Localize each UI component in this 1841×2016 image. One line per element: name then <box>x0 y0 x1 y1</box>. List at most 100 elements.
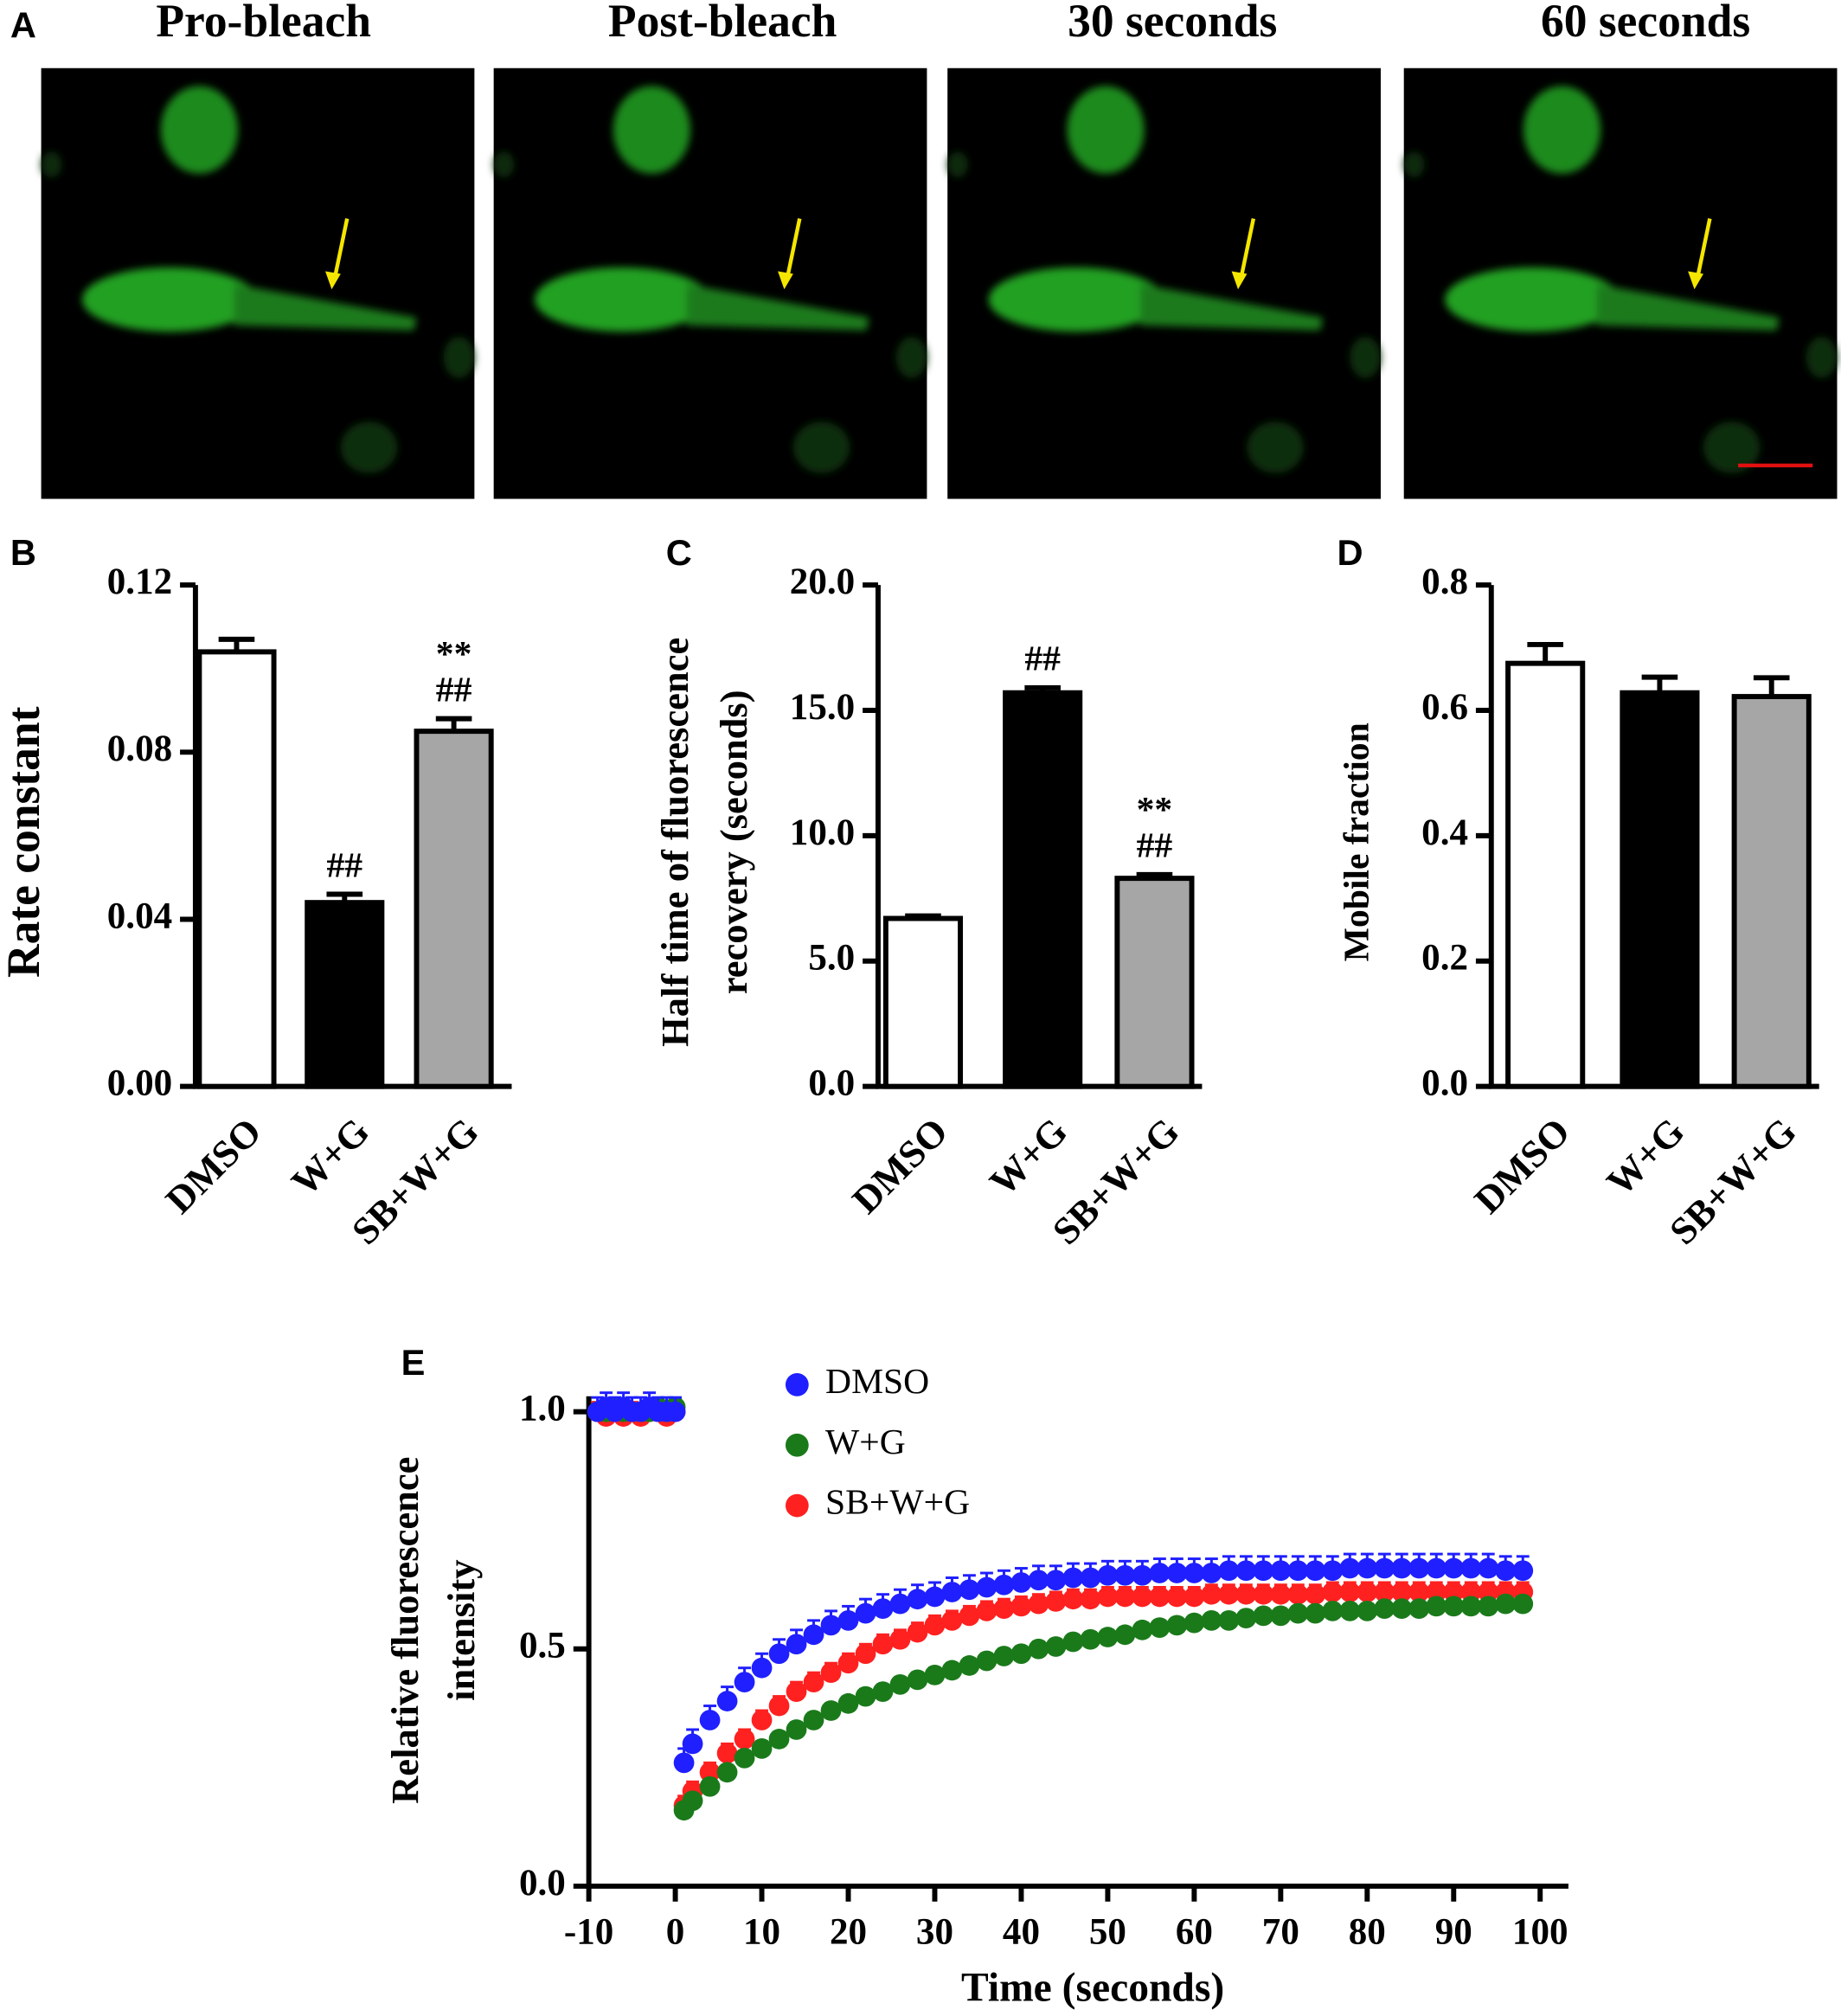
micrograph <box>42 68 475 499</box>
y-axis-label: recovery (seconds) <box>712 690 755 994</box>
data-point <box>734 1747 755 1769</box>
data-point <box>1391 1582 1413 1602</box>
data-point <box>1270 1583 1292 1605</box>
data-point <box>1357 1601 1378 1621</box>
y-tick-label: 5.0 <box>808 938 855 979</box>
y-axis-label: intensity <box>439 1559 483 1700</box>
bar <box>1620 690 1700 1089</box>
data-point <box>1132 1564 1153 1586</box>
data-point <box>1460 1582 1482 1602</box>
bar <box>1731 694 1812 1089</box>
data-point <box>1495 1593 1517 1615</box>
data-point <box>907 1621 928 1643</box>
legend-label: SB+W+G <box>825 1482 970 1522</box>
data-point <box>1080 1628 1101 1650</box>
data-point <box>959 1605 980 1627</box>
data-point <box>1357 1557 1378 1579</box>
x-axis-label: Time (seconds) <box>961 1966 1224 2011</box>
x-tick-label: W+G <box>1598 1109 1692 1204</box>
y-tick-label: 0.0 <box>808 1063 855 1104</box>
data-point <box>1339 1601 1361 1621</box>
data-point <box>1460 1557 1482 1579</box>
data-point <box>1218 1583 1240 1605</box>
data-point <box>924 1586 946 1608</box>
data-point <box>768 1729 790 1750</box>
bar <box>882 915 964 1089</box>
significance-label: ## <box>1024 639 1061 678</box>
data-point <box>1010 1572 1032 1593</box>
image-title: 60 seconds <box>1541 0 1750 47</box>
data-point <box>820 1662 842 1684</box>
data-point <box>1045 1570 1067 1591</box>
x-tick-label: 0 <box>666 1911 685 1952</box>
y-axis-label: Half time of fluorescence <box>653 638 696 1047</box>
y-tick-label: 0.04 <box>107 896 172 936</box>
data-point <box>1062 1589 1084 1610</box>
data-point <box>1028 1593 1049 1615</box>
data-point <box>786 1719 807 1740</box>
data-point <box>837 1653 859 1674</box>
bar <box>414 729 494 1089</box>
data-point <box>1478 1557 1499 1579</box>
data-point <box>1339 1557 1361 1579</box>
data-point <box>976 1650 997 1672</box>
data-point <box>855 1685 876 1707</box>
data-point <box>1374 1582 1395 1602</box>
y-tick-label: 0.08 <box>107 729 172 769</box>
data-point <box>1045 1591 1067 1612</box>
bar <box>1505 660 1586 1089</box>
data-point <box>837 1692 859 1714</box>
data-point <box>734 1672 755 1693</box>
data-point <box>803 1710 824 1730</box>
data-point <box>924 1665 946 1685</box>
micrograph <box>494 68 927 499</box>
data-point <box>664 1401 686 1422</box>
data-point <box>1166 1615 1188 1636</box>
data-point <box>786 1634 807 1655</box>
data-point <box>941 1609 963 1631</box>
significance-label: ## <box>326 844 362 884</box>
data-point <box>1374 1598 1395 1620</box>
data-point <box>1218 1560 1240 1582</box>
data-point <box>889 1673 911 1695</box>
x-tick-label: 10 <box>743 1911 780 1952</box>
data-point <box>673 1752 695 1774</box>
legend-label: DMSO <box>825 1361 929 1401</box>
bar <box>1114 876 1195 1089</box>
data-point <box>1045 1636 1067 1657</box>
data-point <box>993 1598 1015 1620</box>
data-point <box>855 1643 876 1665</box>
data-point <box>837 1609 859 1631</box>
x-tick-label: 60 <box>1176 1911 1213 1952</box>
data-point <box>959 1655 980 1676</box>
y-tick-label: 15.0 <box>790 687 855 728</box>
data-point <box>751 1738 773 1759</box>
data-point <box>1080 1567 1101 1589</box>
data-point <box>734 1729 755 1750</box>
data-point <box>907 1589 928 1610</box>
x-tick-label: 30 <box>916 1911 953 1952</box>
legend-label: W+G <box>825 1422 906 1461</box>
data-point <box>1305 1602 1326 1624</box>
micrograph <box>947 68 1381 499</box>
data-point <box>1235 1583 1257 1605</box>
x-tick-label: W+G <box>981 1109 1075 1204</box>
data-point <box>855 1602 876 1624</box>
panel-label: E <box>401 1342 426 1383</box>
significance-label: ** <box>436 633 472 673</box>
data-point <box>872 1598 894 1620</box>
data-point <box>1253 1605 1274 1627</box>
data-point <box>1184 1586 1205 1608</box>
data-point <box>1201 1609 1222 1631</box>
data-point <box>716 1762 738 1783</box>
data-point <box>872 1681 894 1702</box>
legend-marker <box>785 1373 809 1396</box>
y-axis-label: Relative fluorescence <box>383 1457 427 1804</box>
data-point <box>768 1695 790 1717</box>
panel-label: C <box>666 532 692 573</box>
data-point <box>1114 1564 1136 1586</box>
image-title: 30 seconds <box>1068 0 1277 47</box>
data-point <box>1322 1560 1344 1582</box>
x-tick-label: 100 <box>1512 1911 1568 1952</box>
